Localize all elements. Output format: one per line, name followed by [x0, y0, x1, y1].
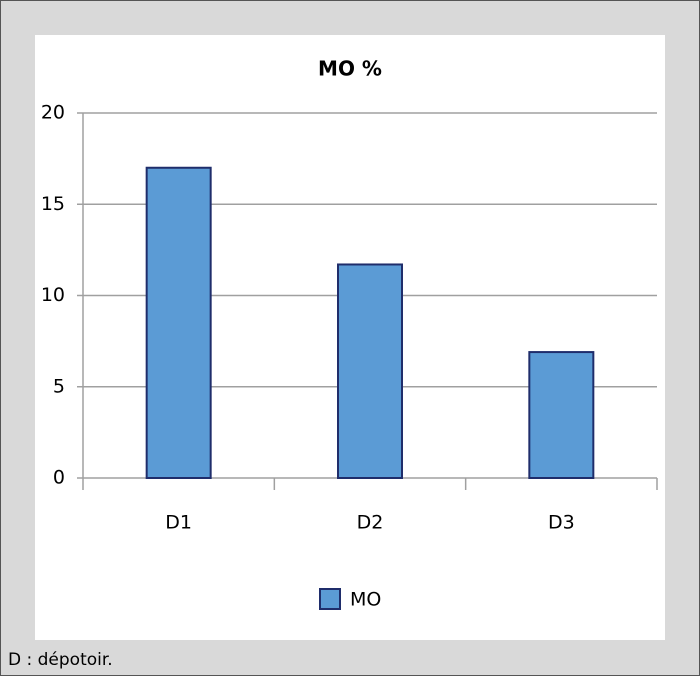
legend-label: MO: [350, 589, 381, 611]
y-tick-label: 15: [41, 193, 65, 215]
y-tick-label: 10: [41, 284, 65, 306]
bar: [528, 351, 595, 480]
chart-title: MO %: [318, 57, 382, 81]
x-tick-label: D1: [165, 512, 192, 534]
y-tick-label: 5: [53, 375, 65, 397]
y-tick-label: 0: [53, 467, 65, 489]
y-tick-label: 20: [41, 102, 65, 124]
x-tick-label: D2: [357, 512, 384, 534]
bar: [145, 166, 212, 479]
footnote: D : dépotoir.: [8, 650, 113, 670]
legend-swatch: [319, 588, 341, 610]
bar: [337, 263, 403, 479]
x-tick-label: D3: [548, 512, 575, 534]
